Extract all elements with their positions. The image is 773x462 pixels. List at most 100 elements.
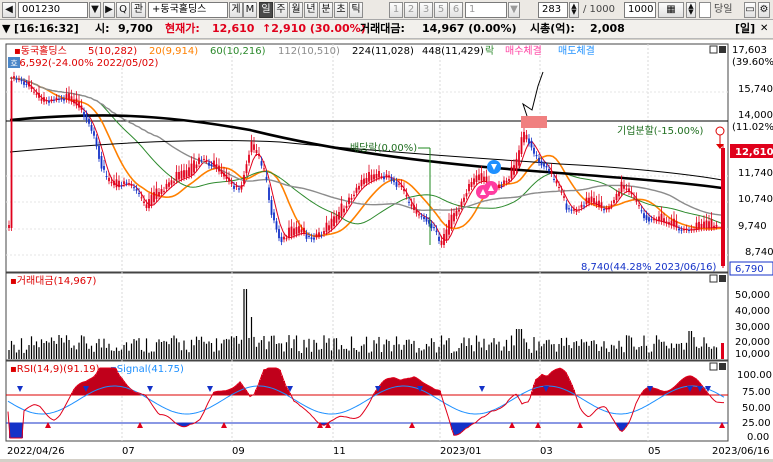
period-year-button[interactable]: 년 (304, 2, 318, 18)
rsi-buy-arrow-icon (317, 422, 323, 428)
candle-body (658, 216, 660, 222)
volume-bar (655, 335, 658, 359)
volume-bar (443, 344, 445, 359)
volume-bar (383, 344, 385, 359)
volume-bar (365, 336, 368, 359)
ho-badge (8, 57, 20, 68)
candle-body (138, 193, 140, 194)
volume-bar (575, 341, 578, 359)
price-panel-buttons[interactable] (709, 45, 726, 371)
candle-body (695, 222, 698, 230)
rsi-max-icon[interactable] (709, 362, 718, 371)
volume-bar (75, 349, 78, 359)
volume-bar (208, 341, 210, 359)
count-input[interactable]: 283 (538, 2, 568, 18)
period-month-button[interactable]: 월 (289, 2, 303, 18)
search-button[interactable]: Q (116, 2, 130, 18)
candle-body (478, 174, 480, 181)
period-tick-button[interactable]: 틱 (349, 2, 363, 18)
interval-1-button[interactable]: 1 (389, 2, 403, 18)
volume-bar (610, 344, 613, 359)
view-spin-icon[interactable]: ▲ ▼ (686, 2, 696, 18)
volume-bar (670, 343, 673, 359)
quote-time: [16:16:32] (14, 22, 79, 35)
rsi-sell-arrow-icon (687, 386, 693, 392)
price-change: ↑2,910 (30.00%) (262, 22, 366, 35)
candle-body (468, 184, 470, 192)
panel-max-icon[interactable] (709, 45, 718, 54)
candle-body (460, 201, 463, 207)
volume-bar (658, 339, 660, 359)
rsi-sell-arrow-icon (83, 386, 89, 392)
open-value: 9,700 (118, 22, 153, 35)
volume-bar (350, 336, 353, 359)
candle-body (475, 175, 478, 182)
prev-arrow-icon[interactable]: ◀ (2, 2, 16, 18)
candle-body (570, 209, 573, 211)
interval-5-button[interactable]: 5 (434, 2, 448, 18)
day-button[interactable]: [일] (735, 22, 756, 35)
settings-icon[interactable]: ⚙ (758, 2, 770, 18)
vol-tick-20000: 20,000 (735, 337, 770, 348)
minimize-icon[interactable]: ▭ (744, 2, 756, 18)
candle-body (408, 201, 410, 203)
volume-bar (565, 337, 568, 359)
rsi-sell-arrow-icon (479, 386, 485, 392)
volume-bar (528, 348, 530, 359)
stock-code-input[interactable]: 001230 (18, 2, 88, 18)
volume-bar (145, 338, 148, 359)
interval-6-button[interactable]: 6 (449, 2, 463, 18)
period-second-button[interactable]: 초 (334, 2, 348, 18)
candle-body (258, 153, 260, 157)
max-count-input[interactable]: 1000 (624, 2, 656, 18)
volume-bar (533, 337, 535, 359)
candle-body (533, 147, 535, 154)
grid-view-icon[interactable]: ▦ (658, 2, 684, 18)
count-spin-icon[interactable]: ▲ ▼ (569, 2, 579, 18)
stock-chart[interactable]: 배당락(0.00%) 기업분할(-15.00%) 16,592(-24.00% … (0, 40, 773, 459)
period-week-button[interactable]: 주 (274, 2, 288, 18)
candle-body (265, 176, 268, 180)
candle-body (648, 217, 650, 222)
today-checkbox[interactable] (699, 2, 711, 18)
rsi-close-icon[interactable] (719, 363, 726, 370)
code-dropdown-icon[interactable]: ▼ (89, 2, 101, 18)
volume-bar (435, 352, 438, 359)
candle-body (445, 229, 448, 240)
period-day-button[interactable]: 일 (259, 2, 273, 18)
candle-body (28, 81, 30, 87)
volume-max-icon[interactable] (709, 274, 718, 283)
volume-bar (498, 341, 500, 359)
toolbar: ◀ 001230 ▼ ▶ Q 관 +동국홀딩스 게 M 일 주 월 년 분 초 … (0, 0, 773, 20)
candle-body (673, 218, 675, 227)
interval-3-button[interactable]: 3 (419, 2, 433, 18)
volume-bar (410, 343, 413, 359)
collapse-icon[interactable]: ▼ (2, 22, 11, 35)
candle-body (63, 98, 65, 101)
next-arrow-icon[interactable]: ▶ (103, 2, 115, 18)
interval-dropdown-icon[interactable]: ▼ (508, 2, 520, 18)
gwan-button[interactable]: 관 (131, 2, 146, 18)
candle-body (330, 218, 333, 229)
volume-bar (255, 346, 258, 359)
volume-bar (440, 335, 443, 359)
period-minute-button[interactable]: 분 (319, 2, 333, 18)
volume-bar (660, 341, 663, 359)
x-axis: 2022/04/26 07 09 11 2023/01 03 05 2023/0… (7, 446, 770, 457)
candle-body (145, 204, 148, 208)
rsi-sell-arrow-icon (147, 386, 153, 392)
panel-close-icon[interactable] (719, 46, 726, 53)
volume-bar (400, 349, 403, 359)
stock-name-field[interactable]: +동국홀딩스 (148, 2, 228, 18)
interval-2-button[interactable]: 2 (404, 2, 418, 18)
volume-bar (90, 345, 93, 359)
interval-input[interactable]: 1 (465, 2, 507, 18)
close-icon[interactable]: ✕ (760, 23, 769, 34)
gye-button[interactable]: 게 (229, 2, 243, 18)
m-button[interactable]: M (243, 2, 257, 18)
volume-bar (630, 337, 633, 359)
vol-tick-40000: 40,000 (735, 306, 770, 317)
volume-close-icon[interactable] (719, 275, 726, 282)
candle-body (163, 190, 165, 192)
volume-bar (160, 341, 163, 359)
